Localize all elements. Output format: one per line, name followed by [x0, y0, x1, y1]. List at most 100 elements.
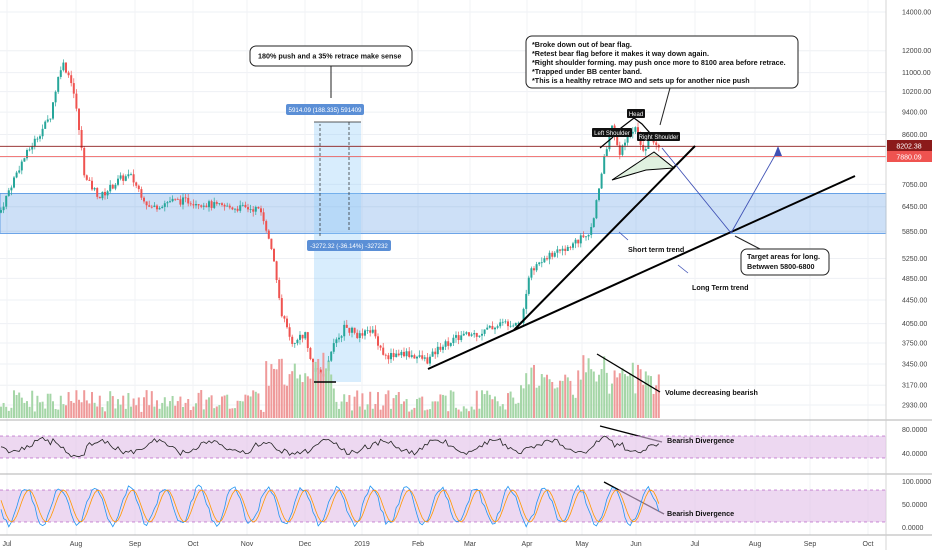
- candle-body: [104, 191, 106, 196]
- volume-bar: [538, 385, 541, 418]
- volume-bar: [257, 393, 260, 418]
- candle-body: [436, 346, 439, 355]
- candle-body: [535, 264, 538, 271]
- volume-bar: [26, 401, 28, 418]
- candle-body: [353, 327, 356, 333]
- volume-bar: [93, 402, 96, 418]
- candle-body: [10, 187, 13, 191]
- candle-body: [442, 346, 444, 350]
- volume-bar: [291, 371, 294, 418]
- time-tick-label: Sep: [129, 541, 142, 548]
- volume-bar: [616, 377, 619, 418]
- volume-bar: [535, 387, 538, 418]
- volume-bar: [395, 394, 398, 418]
- volume-bar: [358, 406, 361, 418]
- candle-body: [236, 208, 239, 211]
- time-tick-label: Jul: [691, 541, 700, 548]
- candle-body: [210, 201, 213, 208]
- volume-bar: [218, 405, 221, 418]
- volume-bar: [626, 376, 629, 418]
- candle-body: [283, 316, 286, 319]
- candle-body: [299, 334, 301, 340]
- candle-body: [418, 355, 421, 357]
- volume-bar: [174, 405, 177, 418]
- candle-body: [644, 149, 647, 151]
- volume-bar: [483, 394, 486, 418]
- volume-bar: [527, 384, 530, 418]
- candle-body: [332, 343, 335, 352]
- volume-bar: [265, 361, 268, 418]
- target-pointer: [734, 235, 761, 250]
- volume-bar: [577, 370, 580, 418]
- volume-series: [0, 352, 660, 418]
- measure-band: [314, 122, 361, 382]
- volume-bar: [546, 374, 548, 418]
- volume-bar: [397, 392, 400, 418]
- volume-bar: [343, 394, 346, 418]
- volume-bar: [470, 406, 473, 418]
- volume-bar: [70, 401, 73, 418]
- volume-bar: [439, 394, 442, 418]
- volume-bar: [91, 392, 93, 418]
- volume-bar: [488, 394, 491, 418]
- price-tick-label: 3170.00: [902, 383, 927, 390]
- candle-body: [408, 351, 411, 357]
- candle-body: [158, 208, 161, 210]
- candle-body: [379, 345, 382, 348]
- volume-bar: [234, 408, 236, 418]
- volume-bar: [85, 400, 88, 418]
- volume-bar: [592, 371, 595, 418]
- candle-body: [205, 205, 208, 208]
- volume-bar: [418, 397, 421, 418]
- volume-bar: [241, 401, 244, 418]
- price-tick-label: 4450.00: [902, 297, 927, 304]
- candle-body: [244, 204, 247, 208]
- candle-body: [460, 335, 463, 341]
- candle-body: [377, 336, 379, 346]
- target-line-1: Target areas for long.: [747, 252, 820, 261]
- candle-body: [309, 348, 312, 359]
- stoch-band: [0, 490, 886, 522]
- candle-body: [153, 205, 156, 207]
- candle-body: [361, 333, 364, 336]
- volume-bar: [202, 409, 205, 418]
- price-tick-label: 3450.00: [902, 361, 927, 368]
- volume-bar: [83, 390, 86, 418]
- volume-bar: [621, 368, 624, 418]
- volume-bar: [444, 395, 447, 418]
- volume-note: Volume decreasing bearish: [665, 388, 758, 397]
- candle-body: [7, 190, 10, 196]
- candle-body: [434, 351, 437, 355]
- time-tick-label: Nov: [241, 541, 254, 548]
- volume-bar: [319, 372, 322, 418]
- candle-body: [176, 199, 179, 200]
- rsi-tick-80: 80.0000: [902, 427, 927, 434]
- candle-body: [574, 239, 577, 244]
- volume-bar: [413, 407, 416, 418]
- volume-bar: [569, 380, 572, 418]
- candle-body: [122, 175, 125, 181]
- candle-body: [647, 140, 650, 150]
- time-tick-label: Apr: [522, 541, 534, 548]
- volume-bar: [400, 403, 403, 418]
- volume-bar: [366, 404, 369, 418]
- volume-bar: [59, 395, 62, 418]
- candle-body: [296, 339, 299, 344]
- volume-bar: [163, 397, 166, 418]
- volume-bar: [54, 408, 57, 418]
- time-tick-label: Aug: [70, 541, 83, 548]
- candle-body: [631, 131, 634, 134]
- volume-bar: [221, 396, 223, 418]
- candle-body: [590, 227, 593, 235]
- volume-bar: [642, 384, 645, 418]
- volume-bar: [374, 403, 377, 418]
- candle-body: [2, 206, 5, 211]
- volume-bar: [340, 401, 343, 418]
- volume-bar: [166, 406, 169, 418]
- volume-bar: [338, 408, 340, 418]
- volume-bar: [403, 401, 405, 418]
- volume-bar: [644, 371, 647, 418]
- candle-body: [330, 351, 333, 361]
- volume-bar: [348, 395, 351, 418]
